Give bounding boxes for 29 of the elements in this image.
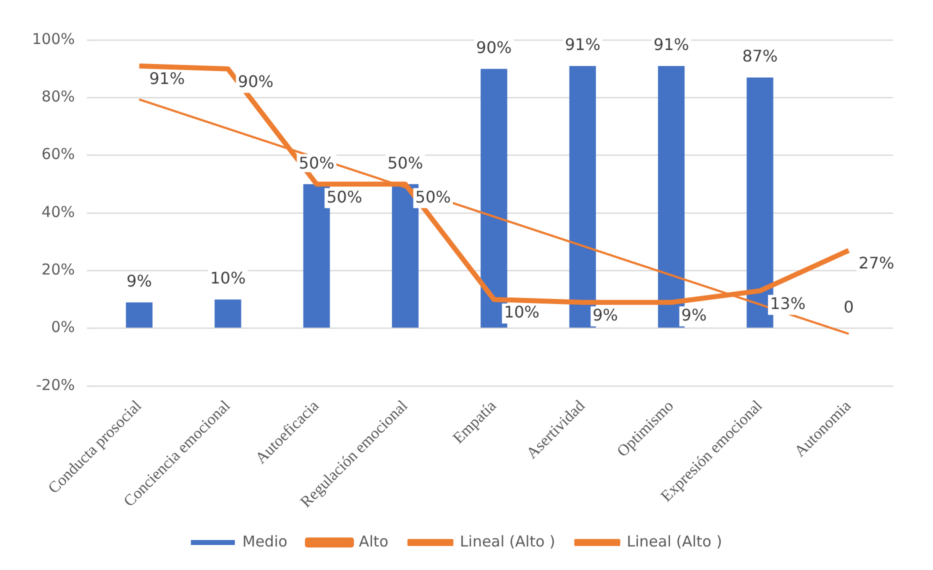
data-label: 50%: [387, 153, 424, 172]
data-label: 87%: [742, 46, 778, 66]
y-tick-label: 80%: [42, 88, 75, 106]
data-label: 90%: [476, 38, 512, 57]
data-label: 91%: [149, 69, 185, 88]
y-tick-label: 60%: [42, 145, 75, 164]
y-tick-label: 20%: [42, 260, 75, 279]
y-tick-label: 40%: [42, 202, 75, 221]
y-tick-label: 0%: [51, 318, 75, 336]
data-label: 91%: [654, 35, 690, 54]
data-label: 90%: [238, 72, 274, 91]
data-label: 91%: [564, 35, 600, 54]
data-label: 50%: [326, 187, 362, 206]
legend-label: Alto: [358, 532, 388, 550]
data-label: 9%: [681, 306, 707, 324]
data-label: 50%: [298, 153, 334, 172]
y-tick-label: 100%: [32, 30, 75, 48]
legend-label: Lineal (Alto ): [460, 532, 556, 550]
data-label: 27%: [858, 254, 894, 273]
legend-label: Medio: [242, 532, 288, 550]
data-label: 13%: [770, 294, 806, 313]
data-label: 9%: [126, 272, 152, 290]
data-label: 50%: [415, 187, 451, 206]
data-label: 10%: [210, 268, 246, 288]
legend-label: Lineal (Alto ): [626, 532, 722, 550]
data-label: 0: [844, 297, 854, 316]
data-label: 10%: [504, 302, 540, 322]
y-tick-label: -20%: [36, 376, 75, 394]
data-label: 9%: [592, 306, 618, 324]
